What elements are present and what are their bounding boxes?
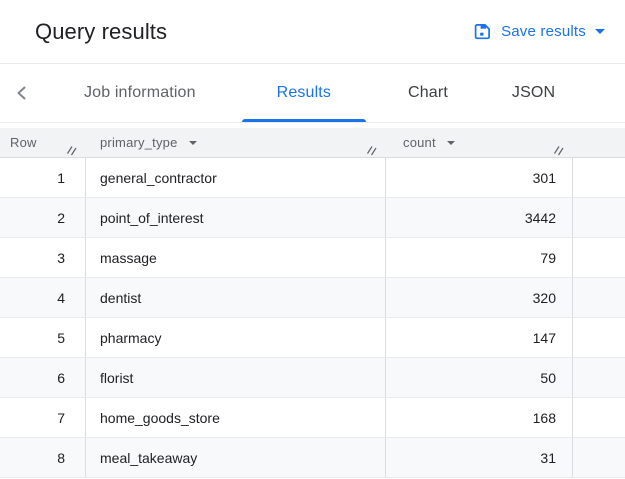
column-menu-caret-icon[interactable]: [188, 141, 197, 145]
page-title: Query results: [35, 18, 168, 44]
table-body: 1 general_contractor 301 2 point_of_inte…: [0, 158, 625, 478]
filler-cell: [573, 358, 625, 397]
tab-results[interactable]: Results: [241, 64, 367, 122]
primary-type-cell: home_goods_store: [86, 398, 386, 437]
filler-cell: [573, 438, 625, 477]
table-row: 6 florist 50: [0, 358, 625, 398]
table-row: 7 home_goods_store 168: [0, 398, 625, 438]
tab-bar: Job information Results Chart JSON: [0, 64, 625, 123]
tab-json[interactable]: JSON: [511, 84, 556, 101]
row-number-cell: 4: [0, 278, 86, 317]
primary-type-cell: florist: [86, 358, 386, 397]
save-icon: [473, 22, 492, 41]
results-table: Row primary_type count 1 general_contrac…: [0, 128, 625, 478]
chevron-left-icon: [12, 83, 32, 103]
save-results-label: Save results: [501, 23, 586, 40]
column-header-count[interactable]: count: [386, 128, 573, 157]
row-number-cell: 3: [0, 238, 86, 277]
count-cell: 147: [386, 318, 573, 357]
filler-cell: [573, 198, 625, 237]
count-cell: 301: [386, 158, 573, 197]
row-number-cell: 6: [0, 358, 86, 397]
column-resize-icon[interactable]: [366, 144, 379, 156]
table-row: 5 pharmacy 147: [0, 318, 625, 358]
tabs-scroll-back-button[interactable]: [6, 64, 38, 122]
table-row: 2 point_of_interest 3442: [0, 198, 625, 238]
count-cell: 320: [386, 278, 573, 317]
save-results-button[interactable]: Save results: [473, 22, 605, 41]
primary-type-cell: meal_takeaway: [86, 438, 386, 477]
column-header-count-label: count: [403, 135, 436, 150]
title-bar: Query results Save results: [0, 0, 625, 64]
tab-chart[interactable]: Chart: [408, 84, 448, 101]
table-row: 4 dentist 320: [0, 278, 625, 318]
filler-cell: [573, 278, 625, 317]
primary-type-cell: point_of_interest: [86, 198, 386, 237]
row-number-cell: 8: [0, 438, 86, 477]
count-cell: 31: [386, 438, 573, 477]
row-number-cell: 7: [0, 398, 86, 437]
column-header-filler: [573, 128, 625, 157]
row-number-cell: 1: [0, 158, 86, 197]
primary-type-cell: pharmacy: [86, 318, 386, 357]
filler-cell: [573, 238, 625, 277]
column-resize-icon[interactable]: [66, 144, 79, 156]
column-menu-caret-icon[interactable]: [446, 141, 455, 145]
column-header-primary-type-label: primary_type: [100, 135, 178, 150]
table-row: 1 general_contractor 301: [0, 158, 625, 198]
caret-down-icon: [595, 29, 605, 34]
row-number-cell: 2: [0, 198, 86, 237]
column-header-row[interactable]: Row: [0, 128, 86, 157]
column-header-primary-type[interactable]: primary_type: [86, 128, 386, 157]
row-number-cell: 5: [0, 318, 86, 357]
table-header-row: Row primary_type count: [0, 128, 625, 158]
filler-cell: [573, 158, 625, 197]
column-header-row-label: Row: [10, 135, 37, 150]
filler-cell: [573, 398, 625, 437]
filler-cell: [573, 318, 625, 357]
count-cell: 3442: [386, 198, 573, 237]
primary-type-cell: massage: [86, 238, 386, 277]
count-cell: 79: [386, 238, 573, 277]
count-cell: 50: [386, 358, 573, 397]
primary-type-cell: general_contractor: [86, 158, 386, 197]
table-row: 8 meal_takeaway 31: [0, 438, 625, 478]
count-cell: 168: [386, 398, 573, 437]
tab-job-information[interactable]: Job information: [84, 84, 196, 101]
primary-type-cell: dentist: [86, 278, 386, 317]
column-resize-icon[interactable]: [553, 144, 566, 156]
table-row: 3 massage 79: [0, 238, 625, 278]
